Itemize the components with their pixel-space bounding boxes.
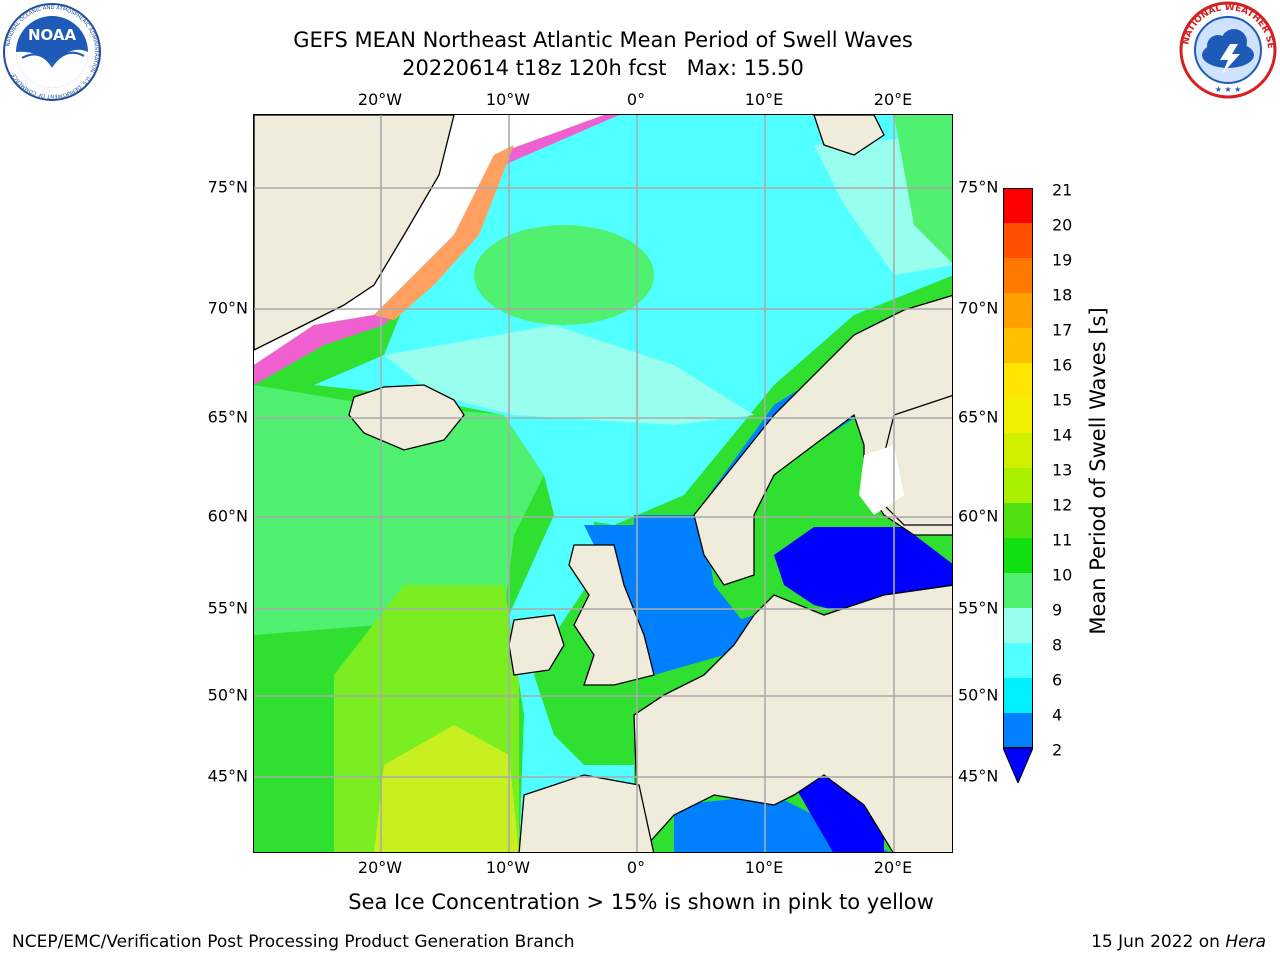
lon-label-bottom: 20°E	[873, 858, 913, 877]
colorbar-band	[1003, 258, 1033, 293]
colorbar-tick-label: 20	[1052, 215, 1073, 235]
lat-label-left: 65°N	[207, 407, 248, 427]
iberia	[518, 774, 655, 852]
colorbar-tick-label: 8	[1052, 635, 1063, 655]
field-mediterranean-east	[794, 775, 884, 852]
lon-label-bottom: 0°	[626, 858, 646, 877]
colorbar-band	[1003, 678, 1033, 713]
lat-label-right: 65°N	[958, 407, 999, 427]
svg-text:NOAA: NOAA	[28, 26, 77, 44]
colorbar-tick-label: 4	[1052, 705, 1063, 725]
colorbar-band	[1003, 608, 1033, 643]
colorbar	[1003, 188, 1033, 783]
field-light-green	[254, 385, 554, 635]
lon-label-top: 10°W	[485, 90, 531, 109]
title-line-1: GEFS MEAN Northeast Atlantic Mean Period…	[293, 28, 913, 52]
lat-label-right: 75°N	[958, 177, 999, 197]
field-yellow-green	[374, 725, 519, 852]
lat-label-left: 55°N	[207, 598, 248, 618]
svg-text:★ ★ ★: ★ ★ ★	[1215, 85, 1242, 94]
colorbar-tick-label: 9	[1052, 600, 1063, 620]
colorbar-tick-label: 17	[1052, 320, 1073, 340]
lat-label-left: 70°N	[207, 298, 248, 318]
greenland	[254, 115, 455, 351]
colorbar-band	[1003, 433, 1033, 468]
colorbar-extension	[1003, 747, 1033, 783]
colorbar-tick-label: 15	[1052, 390, 1073, 410]
gulf-of-bothnia	[859, 445, 904, 515]
colorbar-title: Mean Period of Swell Waves [s]	[1086, 307, 1110, 635]
footer-credit: NCEP/EMC/Verification Post Processing Pr…	[12, 932, 575, 952]
field-pale-cyan	[384, 325, 754, 425]
colorbar-tick-label: 19	[1052, 250, 1073, 270]
lat-label-right: 55°N	[958, 598, 999, 618]
svalbard	[813, 115, 885, 156]
swell-period-field	[254, 115, 952, 852]
sea-ice-caption: Sea Ice Concentration > 15% is shown in …	[348, 890, 934, 914]
title-line-2: 20220614 t18z 120h fcst Max: 15.50	[402, 56, 804, 80]
field-green-northeast	[894, 115, 952, 263]
nws-logo: NATIONAL WEATHER SERVICE ★ ★ ★	[1178, 0, 1277, 99]
lon-label-bottom: 20°W	[357, 858, 403, 877]
lat-label-right: 45°N	[958, 766, 999, 786]
footer-date: 15 Jun 2022 on Hera	[1091, 932, 1266, 952]
colorbar-tick-label: 11	[1052, 530, 1073, 550]
colorbar-tick-label: 18	[1052, 285, 1073, 305]
lat-label-right: 60°N	[958, 506, 999, 526]
lon-label-top: 20°W	[357, 90, 403, 109]
lat-label-right: 70°N	[958, 298, 999, 318]
lon-label-top: 0°	[626, 90, 646, 109]
sea-ice-band	[254, 115, 619, 385]
map-title: GEFS MEAN Northeast Atlantic Mean Period…	[253, 26, 953, 82]
lat-label-left: 50°N	[207, 685, 248, 705]
lon-label-bottom: 10°W	[485, 858, 531, 877]
colorbar-band	[1003, 643, 1033, 678]
colorbar-band	[1003, 328, 1033, 363]
lon-label-top: 10°E	[744, 90, 784, 109]
field-cyan-shelf	[509, 515, 634, 852]
lat-label-left: 45°N	[207, 766, 248, 786]
colorbar-tick-label: 2	[1052, 740, 1063, 760]
colorbar-band	[1003, 573, 1033, 608]
colorbar-band	[1003, 363, 1033, 398]
colorbar-tick-label: 21	[1052, 180, 1073, 200]
colorbar-band	[1003, 538, 1033, 573]
field-baltic	[774, 527, 952, 615]
colorbar-band	[1003, 188, 1033, 223]
lat-label-right: 50°N	[958, 685, 999, 705]
great-britain	[568, 544, 655, 686]
colorbar-band	[1003, 503, 1033, 538]
colorbar-frame	[1003, 188, 1033, 748]
footer-machine: Hera	[1225, 932, 1266, 952]
lat-label-left: 60°N	[207, 506, 248, 526]
colorbar-tick-label: 10	[1052, 565, 1073, 585]
field-green-patch	[474, 225, 654, 325]
colorbar-band	[1003, 713, 1033, 748]
colorbar-tick-label: 14	[1052, 425, 1073, 445]
colorbar-tick-label: 12	[1052, 495, 1073, 515]
lat-label-left: 75°N	[207, 177, 248, 197]
colorbar-tick-label: 13	[1052, 460, 1073, 480]
continental-europe	[633, 584, 952, 852]
graticule	[254, 115, 952, 852]
colorbar-tick-label: 16	[1052, 355, 1073, 375]
lon-label-top: 20°E	[873, 90, 913, 109]
noaa-logo: NOAA NATIONAL OCEANIC AND ATMOSPHERIC AD…	[3, 3, 101, 101]
footer-date-text: 15 Jun 2022 on	[1091, 932, 1220, 952]
map-panel	[253, 114, 953, 853]
colorbar-tick-label: 6	[1052, 670, 1063, 690]
colorbar-band	[1003, 223, 1033, 258]
lon-label-bottom: 10°E	[744, 858, 784, 877]
colorbar-band	[1003, 398, 1033, 433]
colorbar-band	[1003, 468, 1033, 503]
colorbar-band	[1003, 293, 1033, 328]
